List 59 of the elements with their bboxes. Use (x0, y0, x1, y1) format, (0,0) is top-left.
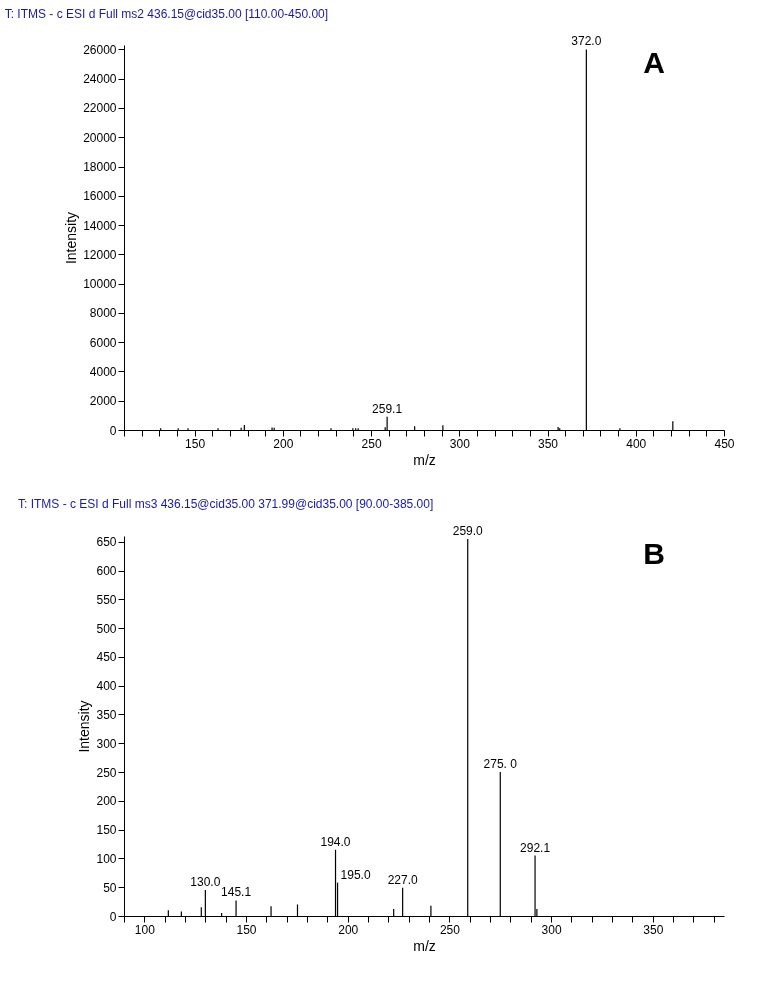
x-tick-label: 250 (439, 922, 461, 937)
chart-title: T: ITMS - c ESI d Full ms3 436.15@cid35.00 371.99@cid35.00 [90.00-385.00] (17, 496, 434, 511)
annotation: 372.0 (571, 34, 602, 49)
x-tick-label: 350 (538, 436, 559, 451)
annotation: 259.0 (452, 523, 484, 538)
y-tick-label: 0 (109, 423, 117, 438)
y-tick-label: 14000 (83, 218, 117, 233)
x-tick-label: 150 (236, 922, 257, 937)
x-tick-label: 400 (626, 436, 647, 451)
y-tick-label: 6000 (89, 335, 117, 350)
annotation: 145.1 (221, 885, 252, 900)
y-tick-label: 22000 (83, 101, 117, 116)
y-tick-label: 12000 (83, 247, 117, 262)
y-tick-label: 100 (96, 851, 117, 866)
y-tick-label: 26000 (83, 42, 117, 57)
y-axis-title: Intensity (63, 211, 80, 265)
y-tick-label: 450 (96, 650, 117, 665)
x-axis-title: m/z (413, 451, 436, 468)
annotation: 227.0 (387, 872, 418, 887)
y-tick-label: 18000 (83, 160, 117, 174)
x-axis-title: m/z (413, 937, 436, 954)
annotation: B (643, 537, 665, 570)
y-tick-label: 24000 (83, 72, 117, 87)
y-tick-label: 50 (103, 880, 117, 895)
y-tick-label: 600 (96, 564, 117, 579)
y-tick-label: 0 (109, 909, 117, 924)
y-tick-label: 2000 (89, 394, 117, 409)
y-tick-label: 4000 (89, 364, 117, 379)
y-tick-label: 8000 (89, 306, 117, 321)
x-tick-label: 100 (134, 922, 156, 937)
y-tick-label: 200 (96, 794, 117, 809)
y-tick-label: 300 (96, 736, 117, 751)
y-tick-label: 400 (96, 679, 117, 694)
x-tick-label: 150 (185, 436, 206, 451)
y-tick-label: 10000 (83, 277, 117, 292)
x-tick-label: 200 (273, 436, 294, 451)
y-tick-label: 150 (96, 823, 117, 838)
y-tick-label: 550 (96, 592, 117, 607)
y-tick-label: 650 (96, 535, 117, 550)
annotation: 130.0 (190, 875, 221, 890)
y-tick-label: 250 (96, 765, 117, 780)
annotation: 195.0 (340, 867, 371, 882)
x-tick-label: 300 (449, 436, 471, 451)
y-tick-label: 16000 (83, 189, 117, 204)
annotation: 194.0 (320, 834, 351, 849)
chart-title: T: ITMS - c ESI d Full ms2 436.15@cid35.00 [110.00-450.00] (4, 7, 329, 22)
annotation: 292.1 (520, 840, 551, 855)
y-tick-label: 350 (96, 707, 117, 722)
y-tick-label: 500 (96, 621, 117, 636)
y-tick-label: 20000 (83, 130, 117, 145)
x-tick-label: 450 (714, 436, 735, 451)
x-tick-label: 350 (643, 922, 664, 937)
x-tick-label: 200 (338, 922, 359, 937)
x-tick-label: 250 (361, 436, 382, 451)
y-axis-title: Intensity (76, 700, 93, 753)
annotation: 259.1 (372, 401, 403, 416)
x-tick-label: 300 (541, 922, 562, 937)
annotation: 275. 0 (483, 757, 518, 772)
annotation: A (643, 46, 665, 79)
